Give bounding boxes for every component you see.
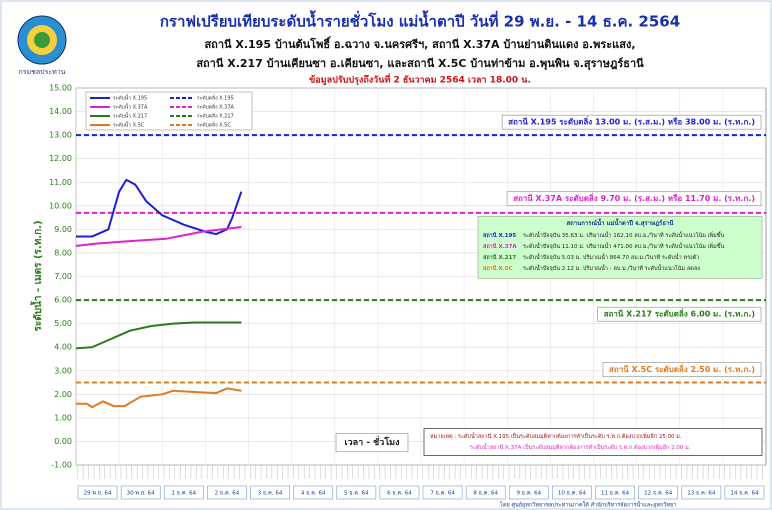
series-line <box>76 387 242 409</box>
y-tick-label: 10.00 <box>49 201 72 210</box>
legend-label: ระดับตลิ่ง X.195 <box>197 95 234 102</box>
legend-box <box>85 91 253 131</box>
x-tick-label: 6 ธ.ค. 64 <box>387 490 412 497</box>
date-cell <box>293 485 334 500</box>
legend-label: ระดับน้ำ X.5C <box>113 120 145 129</box>
date-cell <box>207 485 247 500</box>
x-tick-label: 9 ธ.ค. 64 <box>517 490 542 497</box>
x-tick-label: 11 ธ.ค. 64 <box>601 490 630 497</box>
x-tick-label: 2 ธ.ค. 64 <box>215 490 240 497</box>
legend: ระดับน้ำ X.195 ระดับตลิ่ง X.195 ระดับน้ำ X… <box>85 91 253 131</box>
x-tick-label: 7 ธ.ค. 64 <box>430 490 455 497</box>
info-text: ระดับน้ำปัจจุบัน 35.63 ม. ปริมาณน้ำ 162.… <box>523 231 725 239</box>
date-cell <box>163 485 204 500</box>
legend-label: ระดับน้ำ X.195 <box>113 93 147 102</box>
series-line <box>76 178 243 238</box>
y-tick-label: 15.00 <box>49 84 72 93</box>
y-tick-label: 3.00 <box>54 366 72 375</box>
note-line: ระดับน้ำสถานี X.37A เป็นระดับสมมุติหากต้… <box>470 443 691 451</box>
info-text: ระดับน้ำปัจจุบัน 11.10 ม. ปริมาณน้ำ 471.… <box>523 242 725 250</box>
x-tick-label: 29 พ.ย. 64 <box>84 491 112 497</box>
note-line: หมายเหตุ : ระดับน้ำสถานี X.195 เป็นระดับ… <box>430 432 682 440</box>
info-title: สถานการณ์น้ำ แม่น้ำตาปี จ.สุราษฎร์ธานี <box>567 217 675 227</box>
date-cell <box>250 485 290 500</box>
series-line <box>75 226 242 247</box>
bank-label-box <box>597 306 762 322</box>
x-tick-label: 12 ธ.ค. 64 <box>644 490 673 497</box>
date-cell <box>638 485 679 500</box>
x-tick-label: 30 พ.ย. 64 <box>127 491 155 497</box>
date-cell <box>120 485 161 500</box>
y-tick-label: 7.00 <box>54 272 72 281</box>
date-cell <box>508 485 549 500</box>
y-tick-label: -1.00 <box>51 461 72 470</box>
bank-label: สถานี X.217 ระดับตลิ่ง 6.00 ม. (ร.ท.ก.) <box>604 308 755 319</box>
update-note: ข้อมูลปรับปรุงถึงวันที่ 2 ธันวาคม 2564 เ… <box>309 73 531 86</box>
y-tick-label: 13.00 <box>49 131 72 140</box>
note-box <box>423 428 763 456</box>
x-axis-label: เวลา - ชั่วโมง <box>344 435 399 448</box>
y-axis-label: ระดับน้ำ - เมตร (ร.ท.ก.) <box>30 220 44 331</box>
y-tick-label: 6.00 <box>54 296 72 305</box>
y-tick-label: 12.00 <box>49 154 72 163</box>
footer: โดย ศูนย์อุทกวิทยาชลประทานภาคใต้ สำนักบร… <box>500 501 676 509</box>
x-tick-label: 14 ธ.ค. 64 <box>730 490 759 497</box>
chart-title: กราฟเปรียบเทียบระดับน้ำรายชั่วโมง แม่น้ำ… <box>160 10 680 31</box>
subtitle: สถานี X.195 บ้านต้นโพธิ์ อ.ฉวาง จ.นครศรี… <box>204 36 635 51</box>
y-tick-label: 2.00 <box>54 390 72 399</box>
date-cell <box>724 485 765 500</box>
info-station: สถานี X.217 <box>483 254 516 261</box>
y-tick-label: 0.00 <box>54 437 72 446</box>
legend-label: ระดับน้ำ X.217 <box>113 111 147 120</box>
info-text: ระดับน้ำปัจจุบัน 2.12 ม. ปริมาณน้ำ - ลบ.… <box>523 264 700 272</box>
info-station: สถานี X.5C <box>483 265 513 272</box>
y-tick-label: 8.00 <box>54 248 72 257</box>
date-cell <box>681 485 722 500</box>
date-cell <box>465 485 506 500</box>
x-tick-label: 8 ธ.ค. 64 <box>473 490 498 497</box>
x-tick-label: 13 ธ.ค. 64 <box>687 490 716 497</box>
bank-label-box <box>506 191 762 207</box>
date-cell <box>595 485 635 500</box>
info-station: สถานี X.195 <box>483 232 516 239</box>
logo-text: กรมชลประทาน <box>19 68 66 76</box>
bank-label-box <box>602 362 762 377</box>
y-tick-label: 11.00 <box>49 178 72 187</box>
y-tick-label: 5.00 <box>54 319 72 328</box>
legend-label: ระดับตลิ่ง X.5C <box>197 122 231 129</box>
legend-label: ระดับตลิ่ง X.37A <box>197 104 235 111</box>
x-tick-label: 5 ธ.ค. 64 <box>344 490 369 497</box>
info-text: ระดับน้ำปัจจุบัน 5.03 ม. ปริมาณน้ำ 864.7… <box>523 253 699 261</box>
date-cell <box>379 485 420 500</box>
bank-label: สถานี X.195 ระดับตลิ่ง 13.00 ม. (ร.ส.ม.)… <box>508 116 755 127</box>
y-tick-label: 14.00 <box>49 107 72 116</box>
x-tick-label: 10 ธ.ค. 64 <box>558 490 587 497</box>
info-box <box>477 216 763 279</box>
x-tick-label: 3 ธ.ค. 64 <box>258 490 283 497</box>
series-line <box>75 321 242 350</box>
legend-label: ระดับน้ำ X.37A <box>113 102 148 111</box>
x-tick-label: 4 ธ.ค. 64 <box>301 490 326 497</box>
subtitle: สถานี X.217 บ้านเคียนซา อ.เคียนซา, และสถ… <box>196 57 644 71</box>
logo: กรมชลประทาน <box>17 15 67 76</box>
x-label-box <box>335 433 409 452</box>
legend-label: ระดับตลิ่ง X.217 <box>197 113 234 120</box>
bank-label-box <box>501 114 762 130</box>
date-cell <box>77 485 118 500</box>
date-cell <box>552 485 592 500</box>
y-tick-label: 4.00 <box>54 343 72 352</box>
date-cell <box>422 485 463 500</box>
y-tick-label: 1.00 <box>54 413 72 422</box>
x-tick-label: 1 ธ.ค. 64 <box>172 490 197 497</box>
bank-label: สถานี X.5C ระดับตลิ่ง 2.50 ม. (ร.ท.ก.) <box>609 363 755 374</box>
date-cell <box>336 485 377 500</box>
bank-label: สถานี X.37A ระดับตลิ่ง 9.70 ม. (ร.ส.ม.) … <box>513 192 755 203</box>
y-tick-label: 9.00 <box>54 225 72 234</box>
info-station: สถานี X.37A <box>483 243 517 250</box>
